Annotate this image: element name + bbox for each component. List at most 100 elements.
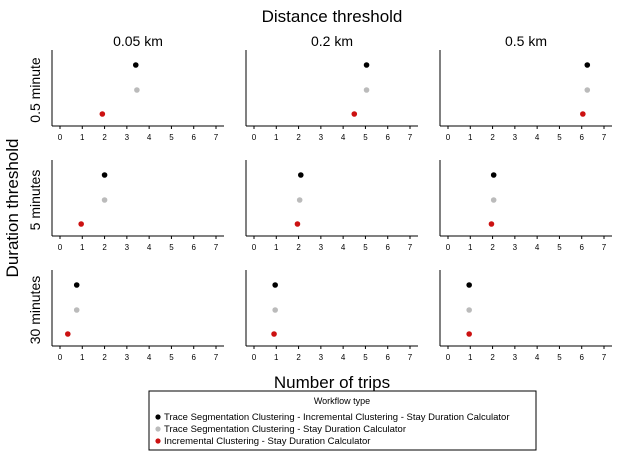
panel-r2-c1: 0 1 2 3 4 5 6 7 (245, 270, 418, 362)
data-point-panel7-series2 (271, 331, 277, 337)
x-tick-label: 6 (385, 133, 390, 142)
x-tick-label: 6 (191, 353, 196, 362)
x-tick-label: 1 (80, 353, 85, 362)
panel-r1-c1: 0 1 2 3 4 5 6 7 (245, 160, 418, 252)
data-point-panel1-series1 (363, 87, 370, 93)
x-tick-label: 4 (535, 353, 540, 362)
panel-r0-c1: 0 1 2 3 4 5 6 7 (245, 50, 418, 142)
col-label-0: 0.05 km (113, 33, 163, 49)
col-label-1: 0.2 km (311, 33, 353, 49)
x-tick-label: 4 (147, 133, 152, 142)
panel-grid: 0 1 2 3 4 5 6 7 0 1 2 3 4 5 6 7 0 1 2 3 4 5 6 7 0 1 2 3 4 5 6 7 0 1 2 3 4 5 6 7… (51, 50, 612, 362)
data-point-panel1-series0 (363, 62, 370, 68)
x-tick-label: 1 (80, 243, 85, 252)
x-tick-label: 5 (557, 133, 562, 142)
data-point-panel2-series1 (584, 87, 591, 93)
data-point-panel7-series1 (272, 307, 278, 313)
col-label-2: 0.5 km (505, 33, 547, 49)
x-axis-title: Number of trips (274, 373, 390, 392)
panel-r0-c2: 0 1 2 3 4 5 6 7 (439, 50, 612, 142)
x-tick-label: 2 (102, 243, 107, 252)
x-tick-label: 2 (102, 353, 107, 362)
x-tick-label: 6 (191, 243, 196, 252)
data-point-panel1-series2 (351, 111, 358, 117)
x-tick-label: 2 (296, 353, 301, 362)
x-tick-label: 3 (319, 133, 324, 142)
x-tick-label: 6 (579, 243, 584, 252)
x-tick-label: 4 (147, 353, 152, 362)
x-tick-label: 3 (513, 353, 518, 362)
legend-marker-0 (155, 414, 161, 420)
x-tick-label: 7 (214, 133, 219, 142)
x-tick-label: 4 (147, 243, 152, 252)
chart-title: Distance threshold (262, 7, 403, 26)
x-tick-label: 3 (125, 133, 130, 142)
x-tick-label: 2 (490, 353, 495, 362)
x-tick-label: 7 (214, 353, 219, 362)
panel-r1-c2: 0 1 2 3 4 5 6 7 (439, 160, 612, 252)
x-tick-label: 4 (535, 133, 540, 142)
x-tick-label: 0 (58, 243, 63, 252)
row-label-1: 5 minutes (27, 170, 43, 231)
data-point-panel3-series2 (78, 221, 84, 227)
x-tick-label: 1 (80, 133, 85, 142)
x-tick-label: 6 (385, 243, 390, 252)
legend-entry-0: Trace Segmentation Clustering - Incremen… (164, 412, 510, 423)
data-point-panel0-series2 (99, 111, 106, 117)
x-tick-label: 0 (446, 133, 451, 142)
data-point-panel7-series0 (272, 282, 278, 288)
x-tick-label: 2 (296, 243, 301, 252)
legend-box (148, 390, 537, 451)
data-point-panel2-series0 (584, 62, 591, 68)
x-tick-label: 6 (191, 133, 196, 142)
legend-marker-1 (155, 426, 161, 432)
x-tick-label: 0 (252, 353, 257, 362)
data-point-panel6-series0 (73, 282, 80, 288)
x-tick-label: 5 (557, 243, 562, 252)
x-tick-label: 1 (274, 353, 279, 362)
x-tick-label: 2 (102, 133, 107, 142)
x-tick-label: 3 (125, 243, 130, 252)
x-tick-label: 0 (446, 243, 451, 252)
x-tick-label: 7 (408, 353, 413, 362)
row-label-2: 30 minutes (27, 276, 43, 344)
x-tick-label: 6 (579, 133, 584, 142)
x-tick-label: 7 (602, 133, 607, 142)
x-tick-label: 1 (468, 243, 473, 252)
x-tick-label: 5 (557, 353, 562, 362)
data-point-panel5-series1 (490, 197, 497, 203)
x-tick-label: 0 (58, 133, 63, 142)
data-point-panel8-series0 (466, 282, 472, 288)
x-tick-label: 7 (408, 243, 413, 252)
x-tick-label: 2 (490, 243, 495, 252)
x-tick-label: 2 (490, 133, 495, 142)
x-tick-label: 0 (446, 353, 451, 362)
x-tick-label: 7 (602, 353, 607, 362)
data-point-panel5-series2 (488, 221, 495, 227)
x-tick-label: 3 (513, 243, 518, 252)
x-tick-label: 3 (319, 243, 324, 252)
panel-r1-c0: 0 1 2 3 4 5 6 7 (51, 160, 224, 252)
legend-entry-1: Trace Segmentation Clustering - Stay Dur… (164, 424, 406, 435)
row-label-0: 0.5 minute (27, 57, 43, 123)
x-tick-label: 7 (408, 133, 413, 142)
x-tick-label: 1 (468, 353, 473, 362)
data-point-panel0-series0 (132, 62, 139, 68)
x-tick-label: 6 (385, 353, 390, 362)
x-tick-label: 1 (274, 133, 279, 142)
legend-marker-2 (155, 438, 161, 444)
legend-title: Workflow type (314, 396, 370, 406)
x-tick-label: 5 (169, 353, 174, 362)
x-tick-label: 1 (274, 243, 279, 252)
data-point-panel5-series0 (490, 172, 497, 178)
x-tick-label: 5 (363, 353, 368, 362)
x-tick-label: 5 (169, 243, 174, 252)
y-axis-title: Duration threshold (3, 139, 22, 278)
x-tick-label: 3 (319, 353, 324, 362)
x-tick-label: 5 (363, 133, 368, 142)
x-tick-label: 2 (296, 133, 301, 142)
x-tick-label: 7 (214, 243, 219, 252)
data-point-panel4-series2 (294, 221, 301, 227)
x-tick-label: 5 (363, 243, 368, 252)
